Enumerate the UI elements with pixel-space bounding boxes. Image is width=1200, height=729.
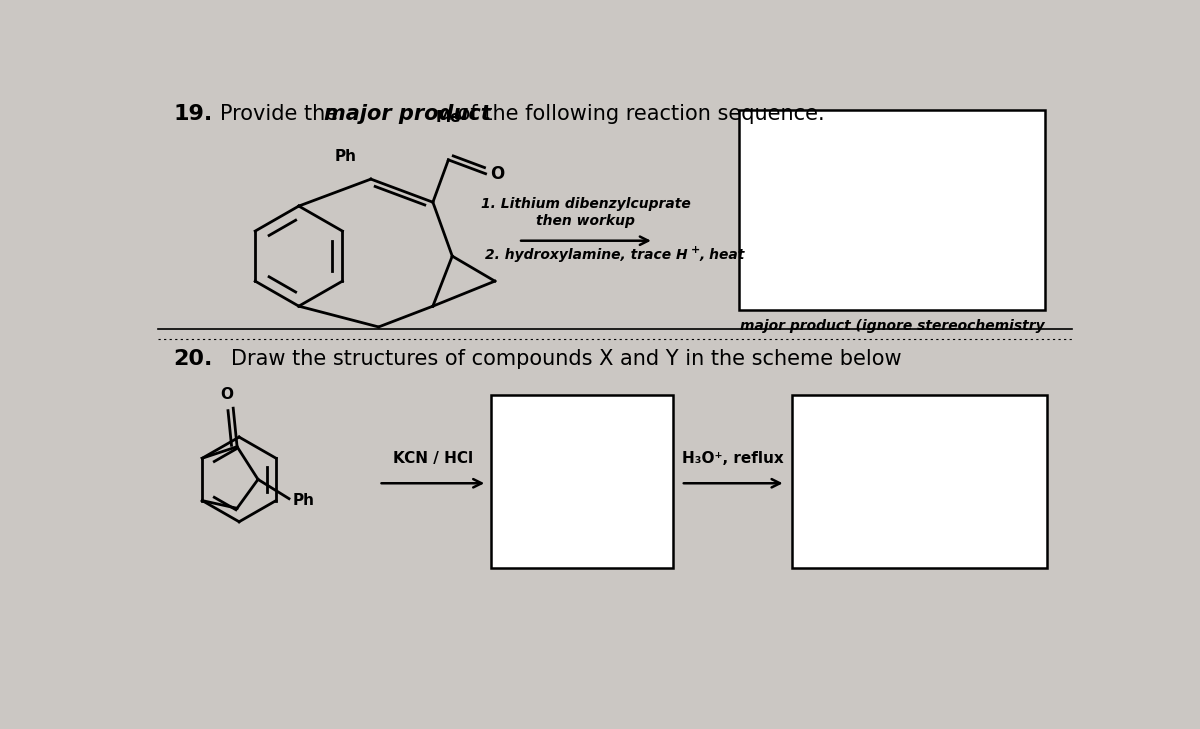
Bar <box>491 394 673 568</box>
Text: Ph: Ph <box>335 149 356 164</box>
Text: 19.: 19. <box>173 104 212 124</box>
Text: O: O <box>491 165 504 183</box>
Text: Provide the: Provide the <box>220 104 344 124</box>
Bar <box>792 394 1048 568</box>
Text: 1. Lithium dibenzylcuprate: 1. Lithium dibenzylcuprate <box>481 197 691 211</box>
Text: of the following reaction sequence.: of the following reaction sequence. <box>451 104 824 124</box>
Text: 2. hydroxylamine, trace H: 2. hydroxylamine, trace H <box>485 248 688 262</box>
Text: +: + <box>690 245 700 255</box>
Text: Me: Me <box>436 110 461 125</box>
Text: 20.: 20. <box>173 348 212 369</box>
Text: , heat: , heat <box>700 248 745 262</box>
Text: then workup: then workup <box>536 214 635 228</box>
Bar <box>739 110 1045 310</box>
Text: major product (ignore stereochemistry: major product (ignore stereochemistry <box>739 319 1044 333</box>
Text: Ph: Ph <box>293 494 314 508</box>
Text: major product: major product <box>324 104 491 124</box>
Text: O: O <box>221 387 234 402</box>
Text: H₃O⁺, reflux: H₃O⁺, reflux <box>683 451 784 467</box>
Text: KCN / HCl: KCN / HCl <box>392 451 473 467</box>
Text: Draw the structures of compounds X and Y in the scheme below: Draw the structures of compounds X and Y… <box>232 348 902 369</box>
